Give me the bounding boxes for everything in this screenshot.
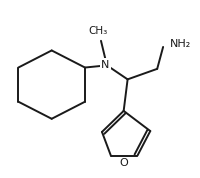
Text: CH₃: CH₃ <box>88 27 108 36</box>
Text: N: N <box>101 60 110 70</box>
Text: NH₂: NH₂ <box>170 39 191 49</box>
Text: O: O <box>119 158 128 168</box>
